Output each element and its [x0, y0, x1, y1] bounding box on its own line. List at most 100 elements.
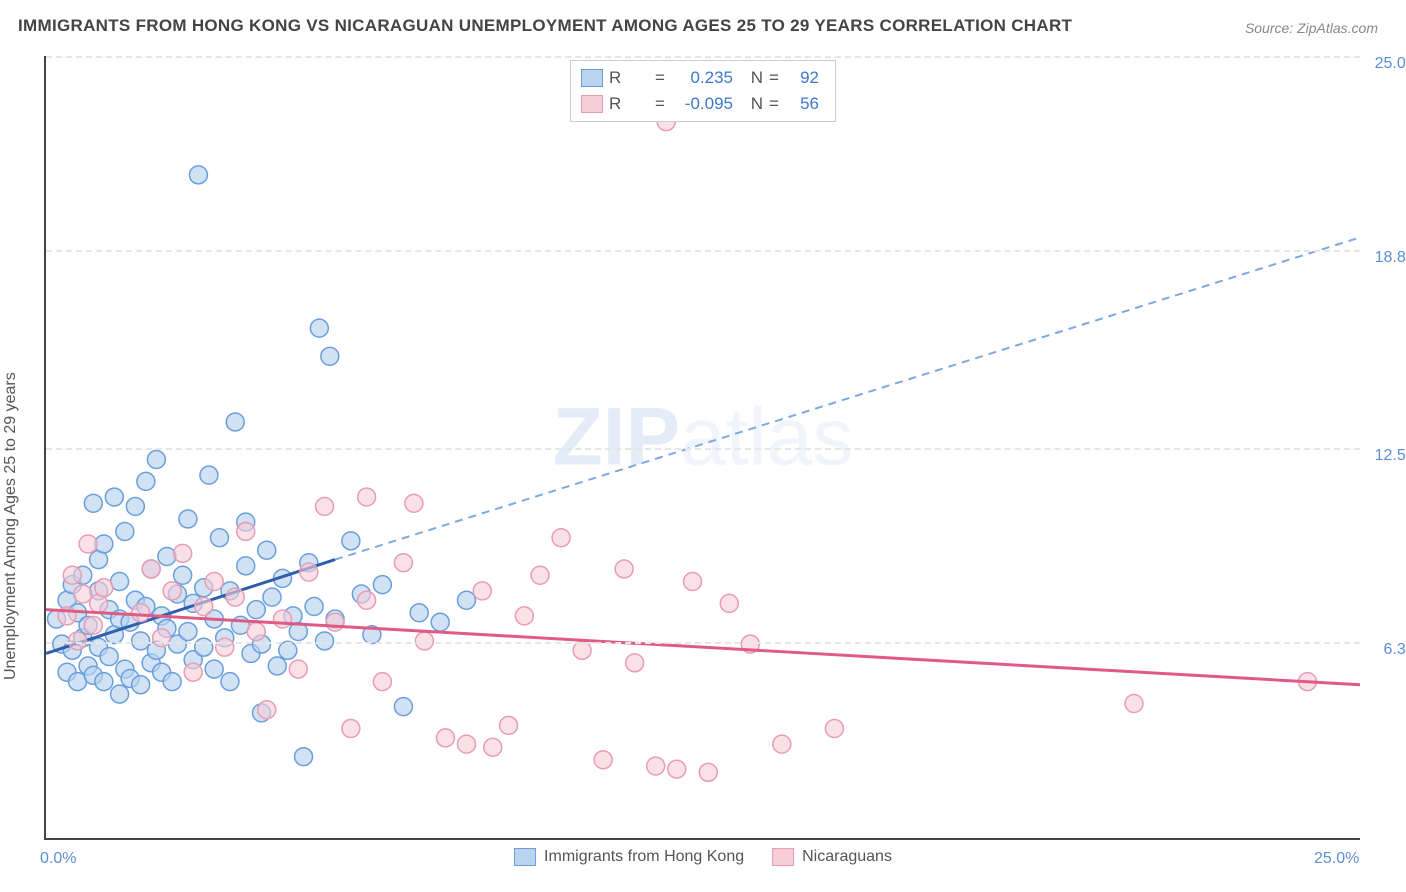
data-point — [116, 660, 134, 678]
data-point — [153, 663, 171, 681]
data-point — [237, 557, 255, 575]
data-point — [58, 663, 76, 681]
data-point — [100, 648, 118, 666]
data-point — [552, 529, 570, 547]
data-point — [473, 582, 491, 600]
data-point — [90, 594, 108, 612]
data-point — [289, 660, 307, 678]
data-point — [258, 541, 276, 559]
data-point — [247, 623, 265, 641]
series-legend: Immigrants from Hong Kong Nicaraguans — [514, 848, 892, 866]
data-point — [95, 535, 113, 553]
data-point — [326, 610, 344, 628]
data-point — [205, 660, 223, 678]
data-point — [237, 522, 255, 540]
data-point — [121, 669, 139, 687]
legend-n-value-nicaraguan: 56 — [787, 94, 819, 114]
data-point — [394, 554, 412, 572]
watermark-light: atlas — [680, 392, 853, 483]
grid-line — [46, 56, 1360, 58]
data-point — [216, 638, 234, 656]
data-point — [100, 601, 118, 619]
data-point — [105, 488, 123, 506]
data-point — [126, 591, 144, 609]
data-point — [373, 576, 391, 594]
data-point — [163, 582, 181, 600]
data-point — [195, 579, 213, 597]
data-point — [205, 573, 223, 591]
data-point — [316, 497, 334, 515]
grid-line — [46, 250, 1360, 252]
data-point — [142, 560, 160, 578]
data-point — [184, 651, 202, 669]
data-point — [647, 757, 665, 775]
grid-line — [46, 642, 1360, 644]
data-point — [69, 632, 87, 650]
legend-label-nicaraguan: Nicaraguans — [802, 848, 892, 866]
data-point — [195, 638, 213, 656]
data-point — [594, 751, 612, 769]
data-point — [268, 657, 286, 675]
data-point — [300, 563, 318, 581]
data-point — [121, 613, 139, 631]
data-point — [189, 166, 207, 184]
y-tick-label: 6.3% — [1365, 641, 1406, 659]
data-point — [48, 610, 66, 628]
trend-line — [335, 237, 1360, 559]
data-point — [205, 610, 223, 628]
data-point — [352, 585, 370, 603]
data-point — [410, 604, 428, 622]
trend-line — [46, 560, 335, 654]
legend-item-nicaraguan: Nicaraguans — [772, 848, 892, 866]
data-point — [90, 551, 108, 569]
data-point — [515, 607, 533, 625]
data-point — [179, 623, 197, 641]
data-point — [63, 566, 81, 584]
data-point — [168, 585, 186, 603]
data-point — [137, 598, 155, 616]
data-point — [147, 451, 165, 469]
data-point — [295, 748, 313, 766]
data-point — [132, 676, 150, 694]
data-point — [226, 588, 244, 606]
data-point — [195, 598, 213, 616]
x-tick-label: 25.0% — [1314, 850, 1359, 868]
data-point — [1298, 673, 1316, 691]
data-point — [95, 579, 113, 597]
data-point — [179, 510, 197, 528]
data-point — [626, 654, 644, 672]
chart-title: IMMIGRANTS FROM HONG KONG VS NICARAGUAN … — [18, 16, 1072, 36]
legend-n-value-hongkong: 92 — [787, 68, 819, 88]
data-point — [1125, 695, 1143, 713]
data-point — [363, 626, 381, 644]
y-tick-label: 25.0% — [1365, 55, 1406, 73]
data-point — [684, 573, 702, 591]
data-point — [137, 472, 155, 490]
data-point — [247, 601, 265, 619]
data-point — [174, 566, 192, 584]
data-point — [305, 598, 323, 616]
data-point — [326, 613, 344, 631]
data-point — [90, 638, 108, 656]
data-point — [58, 591, 76, 609]
data-point — [274, 569, 292, 587]
data-point — [358, 488, 376, 506]
data-point — [342, 720, 360, 738]
legend-r-value-nicaraguan: -0.095 — [673, 94, 733, 114]
data-point — [210, 529, 228, 547]
data-point — [79, 535, 97, 553]
data-point — [300, 554, 318, 572]
chart-svg — [46, 56, 1360, 838]
data-point — [457, 735, 475, 753]
data-point — [90, 582, 108, 600]
data-point — [825, 720, 843, 738]
data-point — [226, 413, 244, 431]
data-point — [74, 585, 92, 603]
data-point — [237, 513, 255, 531]
correlation-legend: R = 0.235 N = 92 R = -0.095 N = 56 — [570, 60, 836, 122]
data-point — [415, 632, 433, 650]
legend-n-label: N — [739, 68, 763, 88]
data-point — [484, 738, 502, 756]
data-point — [158, 619, 176, 637]
data-point — [142, 654, 160, 672]
